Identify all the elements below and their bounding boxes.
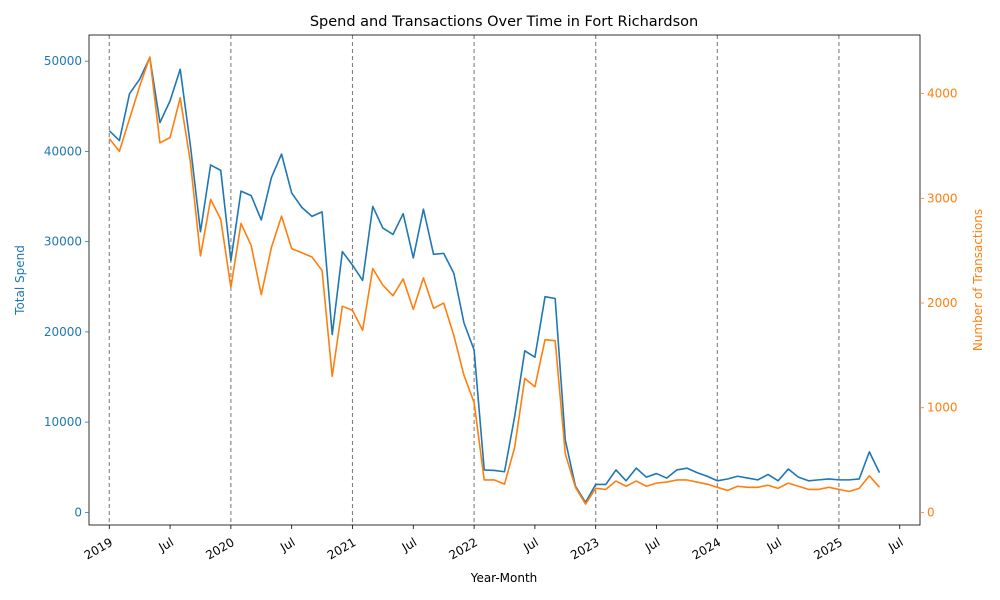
y-left-tick-label: 10000 — [44, 415, 82, 429]
x-tick-label: Jul — [642, 535, 662, 555]
x-tick-label: Jul — [277, 535, 297, 555]
y-left-tick-label: 0 — [74, 505, 82, 519]
x-tick-label: Jul — [399, 535, 419, 555]
y-left-tick-label: 20000 — [44, 325, 82, 339]
y-axis-left-title: Total Spend — [13, 245, 27, 316]
y-axis-right-title: Number of Transactions — [971, 209, 985, 351]
x-tick-label: Jul — [764, 535, 784, 555]
x-tick-label: Jul — [885, 535, 905, 555]
y-axis-left: 0 10000 20000 30000 40000 50000 — [44, 54, 89, 519]
y-right-tick-label: 3000 — [927, 191, 958, 205]
x-tick-label: Jul — [156, 535, 176, 555]
y-right-tick-label: 4000 — [927, 87, 958, 101]
chart-title: Spend and Transactions Over Time in Fort… — [310, 14, 698, 30]
plot-frame — [88, 34, 921, 526]
x-tick-label: Jul — [520, 535, 540, 555]
y-left-tick-label: 50000 — [44, 54, 82, 68]
transactions-series-line — [108, 56, 881, 505]
y-axis-right: 0 1000 2000 3000 4000 — [920, 87, 958, 519]
y-left-tick-label: 30000 — [44, 235, 82, 249]
y-left-tick-label: 40000 — [44, 144, 82, 158]
spend-series-line — [108, 56, 881, 504]
series-lines — [108, 56, 881, 505]
y-right-tick-label: 0 — [927, 505, 935, 519]
y-right-tick-label: 2000 — [927, 296, 958, 310]
y-right-tick-label: 1000 — [927, 401, 958, 415]
year-markers — [108, 35, 840, 525]
x-axis-title: Year-Month — [470, 571, 538, 585]
